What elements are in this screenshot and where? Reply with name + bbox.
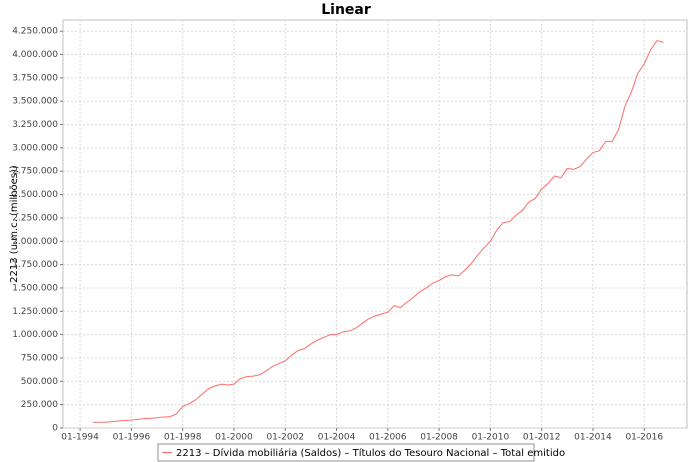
y-tick-label: 2.500.000	[12, 190, 58, 200]
y-axis-label: 2213 (u.m.c. (milhões))	[9, 165, 20, 283]
x-tick-label: 01-2010	[472, 433, 510, 443]
x-tick-label: 01-1996	[113, 433, 151, 443]
y-tick-label: 4.250.000	[12, 27, 58, 37]
plot-area	[62, 19, 688, 429]
y-tick-label: 750.000	[21, 353, 58, 363]
chart-title: Linear	[321, 2, 371, 18]
y-tick-label: 1.500.000	[12, 283, 58, 293]
y-tick-label: 0	[52, 424, 58, 434]
y-tick-label: 1.750.000	[12, 260, 58, 270]
x-tick-label: 01-2002	[266, 433, 304, 443]
y-tick-label: 2.000.000	[12, 237, 58, 247]
y-tick-label: 2.250.000	[12, 213, 58, 223]
y-tick-label: 3.250.000	[12, 120, 58, 130]
x-tick-label: 01-1994	[61, 433, 99, 443]
y-tick-label: 2.750.000	[12, 167, 58, 177]
x-tick-label: 01-2008	[420, 433, 458, 443]
x-tick-label: 01-2016	[625, 433, 663, 443]
x-tick-label: 01-2006	[369, 433, 407, 443]
x-tick-label: 01-1998	[164, 433, 202, 443]
x-tick-label: 01-2004	[318, 433, 356, 443]
y-tick-label: 1.250.000	[12, 307, 58, 317]
y-tick-label: 250.000	[21, 400, 58, 410]
x-tick-label: 01-2014	[574, 433, 612, 443]
x-tick-label: 01-2012	[523, 433, 561, 443]
legend	[157, 443, 535, 462]
legend-label: 2213 – Dívida mobiliária (Saldos) – Títu…	[176, 447, 565, 459]
y-tick-label: 500.000	[21, 377, 58, 387]
x-tick-label: 01-2000	[215, 433, 253, 443]
y-tick-label: 3.500.000	[12, 97, 58, 107]
y-tick-label: 3.750.000	[12, 73, 58, 83]
y-tick-label: 1.000.000	[12, 330, 58, 340]
y-tick-label: 4.000.000	[12, 50, 58, 60]
series-line	[92, 39, 664, 423]
y-tick-label: 3.000.000	[12, 143, 58, 153]
